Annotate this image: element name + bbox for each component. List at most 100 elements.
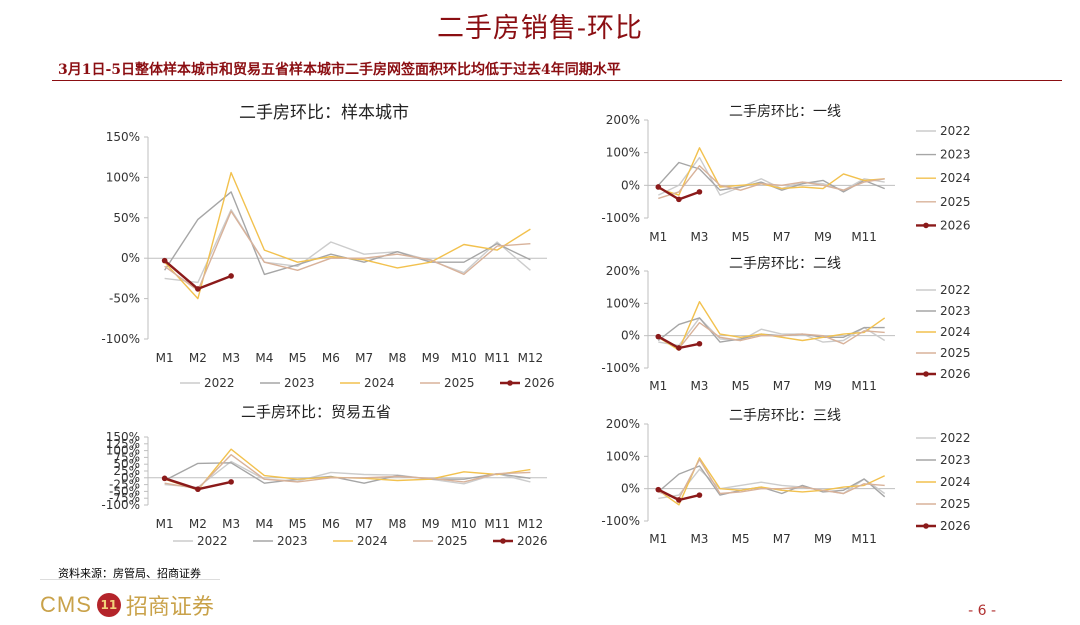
tier1-x-tick-label: M1 — [649, 230, 667, 244]
title-divider — [52, 80, 1062, 81]
tier3-y-tick-label: 0% — [621, 482, 640, 496]
tier3-series-2023 — [657, 465, 886, 498]
tier1-legend-label-2022: 2022 — [940, 124, 971, 138]
trade-five-y-tick-label: -100% — [101, 498, 140, 512]
trade-five-x-tick-label: M10 — [451, 517, 477, 531]
sample-cities-point-2026 — [161, 257, 168, 264]
sample-cities-legend-label-2023: 2023 — [284, 376, 315, 390]
tier2-x-tick-label: M9 — [814, 379, 832, 393]
trade-five-y-tick-label: 50% — [113, 457, 140, 471]
page-title: 二手房销售-环比 — [436, 13, 644, 44]
logo-text: CMS — [40, 592, 92, 617]
tier2-x-tick-label: M7 — [773, 379, 791, 393]
trade-five-y-tick-label: 150% — [106, 430, 140, 444]
trade-five-y-tick-label: -75% — [109, 491, 140, 505]
tier1-x-tick-label: M11 — [851, 230, 877, 244]
sample-cities-x-tick-label: M5 — [289, 351, 307, 365]
sample-cities-x-tick-label: M9 — [422, 351, 440, 365]
trade-five-x-tick-label: M5 — [289, 517, 307, 531]
tier1-series-2024 — [658, 147, 885, 196]
tier1-legend-label-2025: 2025 — [940, 195, 971, 209]
sample-cities-x-tick-label: M11 — [484, 351, 510, 365]
tier2-x-tick-label: M1 — [649, 379, 667, 393]
tier1-x-tick-label: M7 — [773, 230, 791, 244]
tier3-legend-label-2025: 2025 — [940, 497, 971, 511]
tier1-legend-label-2023: 2023 — [940, 148, 971, 162]
sample-cities-y-tick-label: 0% — [121, 251, 140, 265]
tier2-point-2026 — [676, 345, 682, 351]
tier3-point-2026 — [696, 492, 703, 498]
sample-cities-point-2026 — [195, 286, 201, 292]
tier3-legend-label-2024: 2024 — [940, 475, 971, 489]
trade-five-legend-label-2023: 2023 — [277, 534, 308, 548]
logo-chinese: 招商证券 — [125, 595, 214, 620]
trade-five-y-tick-label: 100% — [106, 444, 140, 458]
sample-cities-x-tick-label: M2 — [189, 351, 207, 365]
sample-cities-x-tick-label: M7 — [355, 351, 373, 365]
tier1-title: 二手房环比：一线 — [729, 104, 841, 120]
trade-five-x-tick-label: M8 — [388, 517, 406, 531]
tier3-series-2022 — [658, 468, 886, 500]
trade-five-x-tick-label: M3 — [222, 517, 240, 531]
trade-five-legend-marker-2026 — [500, 538, 506, 544]
sample-cities-legend-label-2024: 2024 — [364, 376, 395, 390]
trade-five-legend-label-2024: 2024 — [357, 534, 388, 548]
trade-five-x-tick-label: M7 — [355, 517, 373, 531]
tier1-legend-marker-2026 — [923, 222, 929, 229]
tier3-x-tick-label: M5 — [732, 532, 750, 546]
tier1-y-tick-label: 0% — [621, 178, 640, 192]
tier2-y-tick-label: -100% — [601, 361, 640, 375]
sample-cities-x-tick-label: M6 — [322, 351, 340, 365]
sample-cities-point-2026 — [228, 273, 234, 279]
sample-cities-legend-marker-2026 — [507, 380, 513, 386]
tier2-y-tick-label: 0% — [621, 329, 640, 343]
page-number: - 6 - — [968, 603, 996, 619]
trade-five-x-tick-label: M11 — [484, 517, 510, 531]
tier2-legend-label-2025: 2025 — [940, 346, 971, 360]
sample-cities-y-tick-label: 150% — [106, 130, 140, 144]
trade-five-x-tick-label: M9 — [422, 517, 440, 531]
sample-cities-x-tick-label: M1 — [156, 351, 174, 365]
sample-cities-legend-label-2026: 2026 — [524, 376, 555, 390]
tier1-series-2025 — [658, 164, 885, 200]
tier2-series-2025 — [657, 322, 885, 350]
tier1-legend-label-2026: 2026 — [940, 218, 971, 232]
tier1-x-tick-label: M3 — [690, 230, 708, 244]
trade-five-x-tick-label: M2 — [189, 517, 207, 531]
tier2-legend-label-2024: 2024 — [940, 325, 971, 339]
source-note: 资料来源：房管局、招商证券 — [58, 567, 201, 580]
trade-five-point-2026 — [228, 479, 234, 485]
trade-five-x-tick-label: M1 — [156, 517, 174, 531]
tier1-point-2026 — [676, 196, 682, 203]
tier2-series-2023 — [657, 317, 885, 343]
trade-five-legend-label-2025: 2025 — [437, 534, 468, 548]
trade-five-x-tick-label: M12 — [518, 517, 544, 531]
trade-five-legend-label-2026: 2026 — [517, 534, 548, 548]
tier3-y-tick-label: -100% — [601, 514, 640, 528]
tier2-y-tick-label: 200% — [606, 264, 640, 278]
trade-five-series-2023 — [164, 462, 531, 484]
tier2-legend-label-2022: 2022 — [940, 283, 971, 297]
tier1-y-tick-label: 200% — [606, 113, 640, 127]
page-subtitle: 3月1日-5日整体样本城市和贸易五省样本城市二手房网签面积环比均低于过去4年同期… — [58, 62, 621, 78]
tier1-x-tick-label: M5 — [732, 230, 750, 244]
trade-five-x-tick-label: M4 — [255, 517, 273, 531]
sample-cities-title: 二手房环比：样本城市 — [239, 103, 409, 123]
tier1-y-tick-label: -100% — [601, 211, 640, 225]
trade-five-y-tick-label: 75% — [113, 450, 140, 464]
trade-five-legend-label-2022: 2022 — [197, 534, 228, 548]
tier3-x-tick-label: M1 — [649, 532, 667, 546]
trade-five-title: 二手房环比：贸易五省 — [241, 403, 391, 421]
trade-five-series-2022 — [164, 460, 531, 488]
sample-cities-x-tick-label: M12 — [518, 351, 544, 365]
trade-five-y-tick-label: 25% — [113, 464, 140, 478]
tier3-legend-marker-2026 — [923, 523, 929, 529]
tier3-x-tick-label: M9 — [814, 532, 832, 546]
sample-cities-legend-label-2025: 2025 — [444, 376, 475, 390]
tier3-x-tick-label: M11 — [851, 532, 877, 546]
tier2-point-2026 — [696, 340, 703, 347]
